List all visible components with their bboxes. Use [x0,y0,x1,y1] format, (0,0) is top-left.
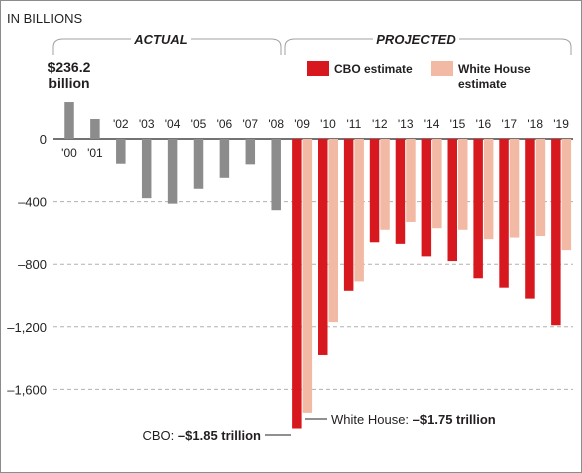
x-tick-label: '00 [61,146,77,160]
bar-actual [193,139,204,189]
legend-label-cbo: CBO estimate [334,62,413,76]
x-tick-label: '06 [217,117,233,131]
x-tick-label: '05 [191,117,207,131]
bar-cbo [343,139,354,291]
bar-white-house [380,139,390,230]
bar-white-house [509,139,520,238]
bar-white-house [432,139,442,229]
peak-annotation-unit: billion [48,75,89,91]
bar-cbo [292,139,302,429]
bar-actual [271,139,281,211]
bar-cbo [525,139,535,299]
y-tick-label: –400 [18,195,47,210]
y-tick-label: –1,200 [7,320,47,335]
bar-actual [90,118,100,139]
x-tick-label: '19 [553,117,569,131]
bar-cbo [447,139,457,262]
bar-cbo [395,139,406,244]
bar-white-house [406,139,416,222]
x-tick-label: '03 [139,117,155,131]
projected-bracket [284,38,572,55]
bar-actual [219,139,230,178]
legend-swatch-cbo [307,61,329,76]
cbo-callout: CBO: –$1.85 trillion [143,428,262,443]
gridlines [53,138,573,390]
bar-white-house [561,139,572,251]
x-tick-label: '04 [165,117,181,131]
x-axis-ticks: '00 '01 '02 '03 '04 '05 '06 '07 '08 '09 '10 '11 '12 '… [61,117,569,160]
bar-actual [245,139,256,165]
x-tick-label: '07 [242,117,258,131]
wh-callout-value: –$1.75 trillion [413,412,496,427]
bar-cbo [473,139,483,279]
x-tick-label: '13 [398,117,414,131]
x-tick-label: '17 [501,117,517,131]
actual-bracket [52,38,282,55]
bar-white-house [354,139,364,282]
bar-cbo [499,139,509,288]
bars [64,102,572,429]
bar-white-house [458,139,468,230]
x-tick-label: '12 [372,117,388,131]
y-tick-label: –800 [18,257,47,272]
bar-white-house [483,139,494,240]
bar-actual [64,102,74,139]
legend-swatch-white-house [431,61,453,76]
unit-label: IN BILLIONS [7,11,82,26]
y-tick-label: 0 [40,132,47,147]
wh-callout-prefix: White House: [331,412,413,427]
bar-cbo [421,139,432,257]
x-tick-label: '15 [450,117,466,131]
x-tick-label: '16 [476,117,492,131]
cbo-callout-value: –$1.85 trillion [178,428,261,443]
x-tick-label: '18 [527,117,543,131]
peak-annotation-value: $236.2 [48,59,91,75]
y-axis-ticks: 0 –400 –800 –1,200 –1,600 [7,132,47,397]
x-tick-label: '01 [87,146,103,160]
bar-cbo [369,139,380,243]
bar-white-house [328,139,338,323]
cbo-callout-prefix: CBO: [143,428,178,443]
wh-callout: White House: –$1.75 trillion [331,412,496,427]
legend-label-white-house: White House estimate [458,62,534,91]
bar-actual [141,139,152,199]
x-tick-label: '14 [424,117,440,131]
bar-actual [167,139,178,204]
x-tick-label: '09 [294,117,310,131]
bar-cbo [318,139,328,355]
x-tick-label: '11 [347,117,362,131]
actual-period-label: ACTUAL [133,32,187,47]
projected-period-label: PROJECTED [376,32,456,47]
x-tick-label: '08 [268,117,284,131]
x-tick-label: '10 [320,117,336,131]
bar-actual [116,139,126,164]
bar-white-house [535,139,546,237]
x-tick-label: '02 [113,117,129,131]
bar-cbo [551,139,561,326]
bar-white-house [302,139,313,413]
y-tick-label: –1,600 [7,382,47,397]
